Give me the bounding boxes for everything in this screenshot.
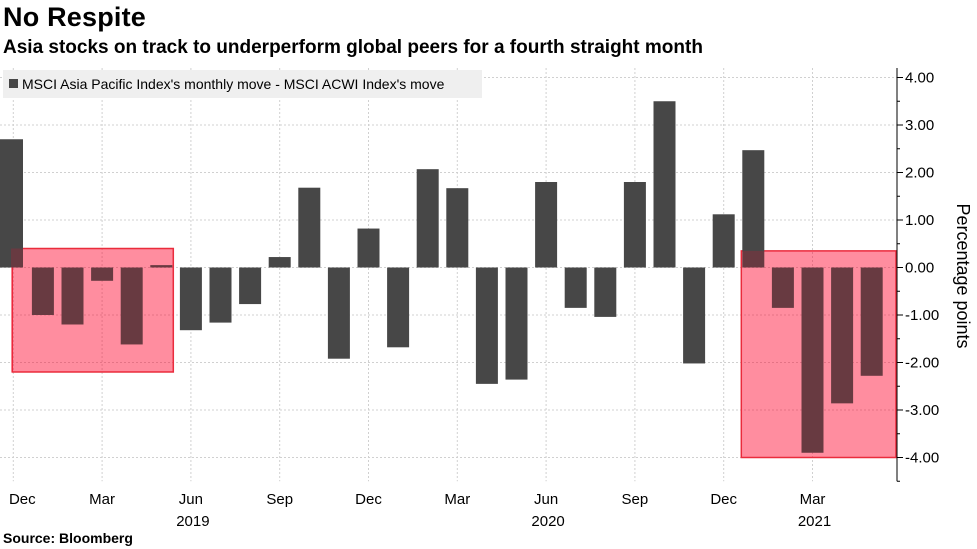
bar [831, 267, 854, 404]
x-tick-label: Dec [355, 491, 382, 508]
bar [61, 267, 84, 325]
bar [505, 267, 528, 380]
bar [357, 228, 380, 268]
y-axis-label: Percentage points [953, 203, 973, 348]
chart-title: No Respite [3, 2, 147, 32]
bar [535, 182, 558, 268]
bar [653, 101, 676, 268]
bar [327, 267, 350, 359]
bar [564, 267, 587, 308]
y-tick-label: 2.00 [905, 165, 934, 182]
y-tick-label: 0.00 [905, 260, 934, 277]
bar [31, 267, 54, 315]
x-tick-label: Mar [89, 491, 115, 508]
bar [209, 267, 232, 323]
y-tick-label: -1.00 [905, 307, 939, 324]
y-tick-label: -2.00 [905, 355, 939, 372]
bar [268, 257, 291, 268]
legend: MSCI Asia Pacific Index's monthly move -… [3, 70, 482, 98]
y-tick-label: -4.00 [905, 450, 939, 467]
x-tick-label: Mar [444, 491, 470, 508]
bar [860, 267, 883, 376]
x-year-label: 2021 [798, 513, 831, 530]
bar [742, 150, 765, 268]
bar [298, 187, 321, 268]
y-tick-label: 4.00 [905, 70, 934, 87]
bar [475, 267, 498, 384]
bar [594, 267, 617, 317]
x-tick-label: Dec [9, 491, 36, 508]
bar [0, 139, 23, 268]
x-year-label: 2019 [176, 513, 209, 530]
bar [801, 267, 824, 453]
y-tick-label: 3.00 [905, 117, 934, 134]
legend-background [3, 70, 482, 98]
x-tick-label: Sep [266, 491, 293, 508]
source-note: Source: Bloomberg [3, 530, 133, 546]
axes: 4.00 3.00 2.00 1.00 0.00 -1.00 -2.00 -3.00 -4.00… [9, 68, 939, 530]
bar [179, 267, 202, 331]
bar [623, 182, 646, 268]
highlight-overlay [741, 250, 896, 458]
y-tick-label: 1.00 [905, 212, 934, 229]
y-tick-label: -3.00 [905, 402, 939, 419]
legend-label: MSCI Asia Pacific Index's monthly move -… [22, 76, 445, 92]
bar [91, 267, 114, 281]
bar [683, 267, 706, 364]
x-tick-label: Mar [800, 491, 826, 508]
bar [120, 267, 143, 345]
bar [387, 267, 410, 348]
x-tick-label: Dec [710, 491, 737, 508]
bar [239, 267, 262, 305]
legend-swatch [9, 79, 18, 88]
bar [771, 267, 794, 308]
bar [416, 169, 439, 268]
x-tick-label: Sep [622, 491, 649, 508]
x-tick-label: Jun [534, 491, 558, 508]
x-year-label: 2020 [531, 513, 564, 530]
bars [0, 101, 896, 458]
bar [712, 214, 735, 268]
chart-subtitle: Asia stocks on track to underperform glo… [3, 37, 703, 58]
bar [446, 188, 469, 268]
x-tick-label: Jun [179, 491, 203, 508]
bar [150, 265, 173, 268]
highlight-overlay [11, 248, 174, 372]
